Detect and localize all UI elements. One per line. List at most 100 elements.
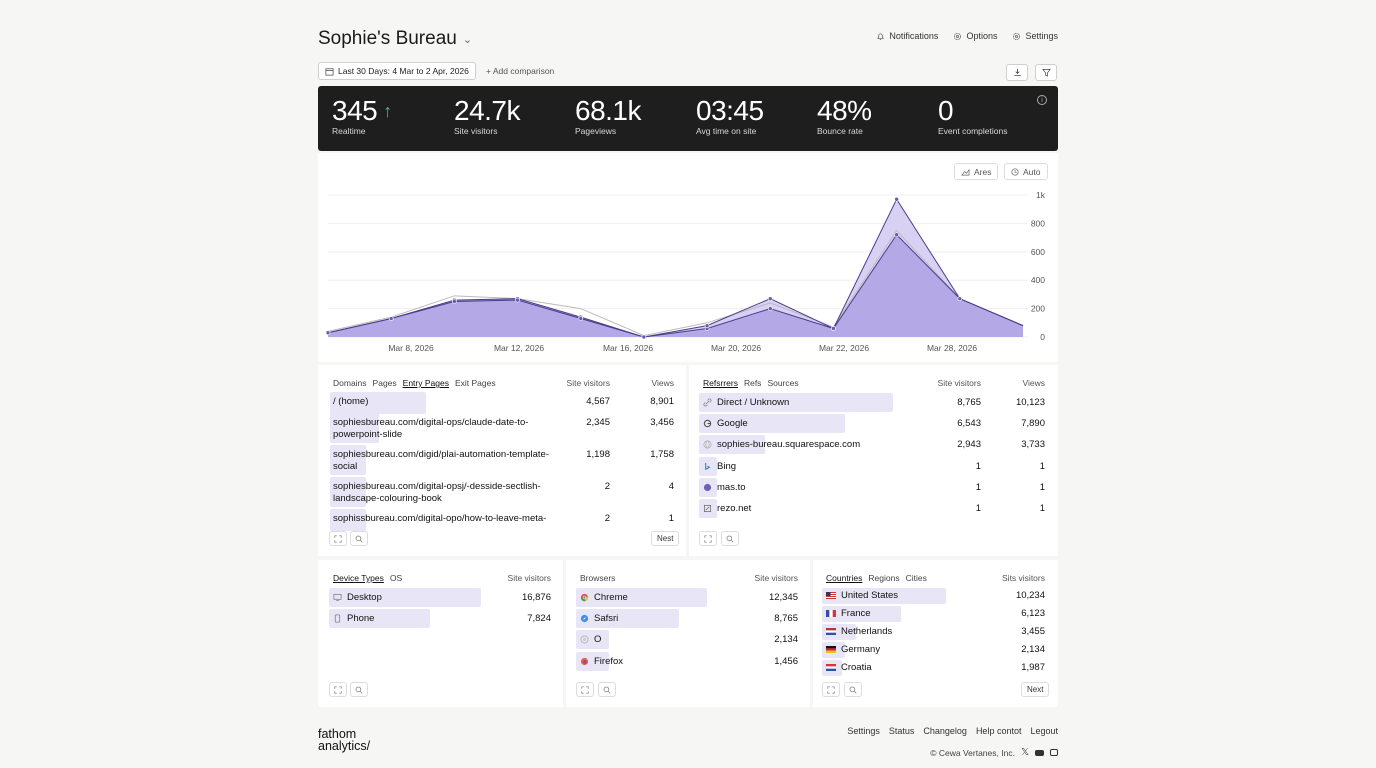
expand-button[interactable] bbox=[699, 531, 717, 546]
column-header-visitors[interactable]: Site visitors bbox=[566, 378, 610, 388]
filter-button[interactable] bbox=[1035, 64, 1057, 81]
tab-refs[interactable]: Refs bbox=[743, 378, 762, 388]
tab-domains[interactable]: Domains bbox=[333, 378, 367, 388]
column-header-visitors[interactable]: Sits visitors bbox=[1002, 573, 1045, 583]
search-button[interactable] bbox=[721, 531, 739, 546]
x-icon[interactable]: 𝕏 bbox=[1020, 747, 1029, 758]
stats-bar bbox=[318, 86, 1058, 151]
search-button[interactable] bbox=[350, 531, 368, 546]
column-header-visitors[interactable]: Site visitors bbox=[754, 573, 798, 583]
table-row[interactable]: rezo.net bbox=[703, 503, 903, 514]
data-point[interactable] bbox=[831, 326, 836, 331]
next-page-button[interactable]: Next bbox=[1021, 682, 1050, 697]
mastodon-icon[interactable] bbox=[1050, 749, 1058, 756]
table-row[interactable]: sophissbureau.com/digital-opo/how-to-lea… bbox=[333, 513, 553, 525]
data-point[interactable] bbox=[515, 297, 520, 303]
data-point[interactable] bbox=[641, 334, 647, 340]
add-comparison-button[interactable]: + Add comparison bbox=[486, 66, 555, 76]
stat-realtime[interactable]: 345 ↑ Realtime bbox=[332, 96, 392, 137]
row-label: Bing bbox=[717, 461, 737, 472]
table-row[interactable]: Safsri bbox=[580, 613, 730, 624]
footer-link-changelog[interactable]: Changelog bbox=[923, 726, 967, 736]
table-row[interactable]: Chreme bbox=[580, 592, 730, 603]
data-point[interactable] bbox=[957, 296, 963, 301]
table-row[interactable]: Direct / Unknown bbox=[703, 397, 903, 408]
search-button[interactable] bbox=[598, 682, 616, 697]
tab-cities[interactable]: Cities bbox=[905, 573, 927, 583]
data-point[interactable] bbox=[704, 323, 710, 328]
table-row[interactable]: sophiesbureau.com/digital-opsj/-desside-… bbox=[333, 481, 553, 505]
expand-button[interactable] bbox=[329, 682, 347, 697]
data-point[interactable] bbox=[578, 316, 584, 321]
data-point[interactable] bbox=[767, 306, 773, 311]
site-title[interactable]: Sophie's Bureau ⌄ bbox=[318, 28, 472, 50]
column-header-views[interactable]: Views bbox=[1022, 378, 1045, 388]
info-icon[interactable]: i bbox=[1037, 95, 1047, 105]
table-row[interactable]: sophiesbureau.com/digital-ops/claude-dat… bbox=[333, 417, 553, 441]
row-label: Safsri bbox=[594, 613, 619, 624]
tab-device-types[interactable]: Device Types bbox=[333, 573, 384, 583]
data-point[interactable] bbox=[452, 299, 457, 304]
footer-link-help[interactable]: Help contot bbox=[975, 726, 1022, 736]
fathom-logo[interactable]: fathom analytics/ bbox=[318, 728, 370, 753]
table-row[interactable]: Croatia bbox=[826, 662, 976, 673]
table-row[interactable]: Google bbox=[703, 418, 903, 429]
stat-pageviews[interactable]: 68.1k Pageviews bbox=[575, 96, 642, 137]
table-row[interactable]: Netherlands bbox=[826, 626, 976, 637]
tab-exit-pages[interactable]: Exit Pages bbox=[454, 378, 496, 388]
stat-bounce-rate[interactable]: 48% Bounce rate bbox=[817, 96, 872, 137]
table-row[interactable]: sophies-bureau.squarespace.com bbox=[703, 439, 903, 450]
youtube-icon[interactable] bbox=[1035, 749, 1044, 756]
row-bar bbox=[576, 588, 708, 607]
tab-countries[interactable]: Countries bbox=[826, 573, 863, 583]
table-row[interactable]: United States bbox=[826, 590, 976, 601]
table-row[interactable]: Bing bbox=[703, 461, 903, 472]
column-header-views[interactable]: Views bbox=[651, 378, 674, 388]
bing-icon bbox=[705, 462, 711, 471]
expand-button[interactable] bbox=[576, 682, 594, 697]
table-row[interactable]: mas.to bbox=[703, 482, 903, 493]
table-row[interactable]: O bbox=[580, 634, 730, 645]
tab-os[interactable]: OS bbox=[389, 573, 403, 583]
settings-link[interactable]: Settings bbox=[1012, 31, 1058, 41]
table-row[interactable]: Desktop bbox=[333, 592, 483, 603]
footer-link-settings[interactable]: Settings bbox=[847, 726, 880, 736]
data-point[interactable] bbox=[325, 330, 331, 336]
chart-area-toggle[interactable]: Ares bbox=[954, 163, 999, 180]
tab-pages[interactable]: Pages bbox=[372, 378, 397, 388]
tab-referrers[interactable]: Refsrrers bbox=[703, 378, 738, 388]
data-point[interactable] bbox=[894, 232, 899, 238]
data-point[interactable] bbox=[894, 196, 899, 202]
table-row[interactable]: Phone bbox=[333, 613, 483, 624]
table-row[interactable]: Firefox bbox=[580, 656, 730, 667]
search-button[interactable] bbox=[350, 682, 368, 697]
tab-sources[interactable]: Sources bbox=[767, 378, 799, 388]
table-row[interactable]: sophiesbureau.com/digid/plai-automation-… bbox=[333, 449, 553, 473]
column-header-visitors[interactable]: Site visitors bbox=[507, 573, 551, 583]
stat-avg-time[interactable]: 03:45 Avg time on site bbox=[696, 96, 764, 137]
next-page-button[interactable]: Nest bbox=[651, 531, 680, 546]
search-button[interactable] bbox=[844, 682, 862, 697]
data-point[interactable] bbox=[388, 316, 394, 321]
tab-entry-pages[interactable]: Entry Pages bbox=[402, 378, 449, 388]
footer-link-logout[interactable]: Legout bbox=[1030, 726, 1058, 736]
download-button[interactable] bbox=[1006, 64, 1028, 81]
table-row[interactable]: France bbox=[826, 608, 976, 619]
expand-button[interactable] bbox=[822, 682, 840, 697]
row-views: 1,758 bbox=[650, 449, 674, 460]
chrome-icon bbox=[580, 593, 589, 602]
expand-button[interactable] bbox=[329, 531, 347, 546]
data-point[interactable] bbox=[767, 296, 773, 301]
table-row[interactable]: / (home) bbox=[333, 396, 553, 408]
stat-event-completions[interactable]: 0 Event completions bbox=[938, 96, 1007, 137]
table-row[interactable]: Germany bbox=[826, 644, 976, 655]
date-range-picker[interactable]: Last 30 Days: 4 Mar to 2 Apr, 2026 bbox=[318, 62, 476, 80]
tab-regions[interactable]: Regions bbox=[868, 573, 900, 583]
stat-site-visitors[interactable]: 24.7k Site visitors bbox=[454, 96, 521, 137]
options-link[interactable]: Options bbox=[953, 31, 997, 41]
tab-browsers[interactable]: Browsers bbox=[580, 573, 616, 583]
chart-auto-toggle[interactable]: Auto bbox=[1004, 163, 1048, 180]
footer-link-status[interactable]: Status bbox=[888, 726, 915, 736]
notifications-link[interactable]: Notifications bbox=[876, 31, 938, 41]
column-header-visitors[interactable]: Site visitors bbox=[937, 378, 981, 388]
